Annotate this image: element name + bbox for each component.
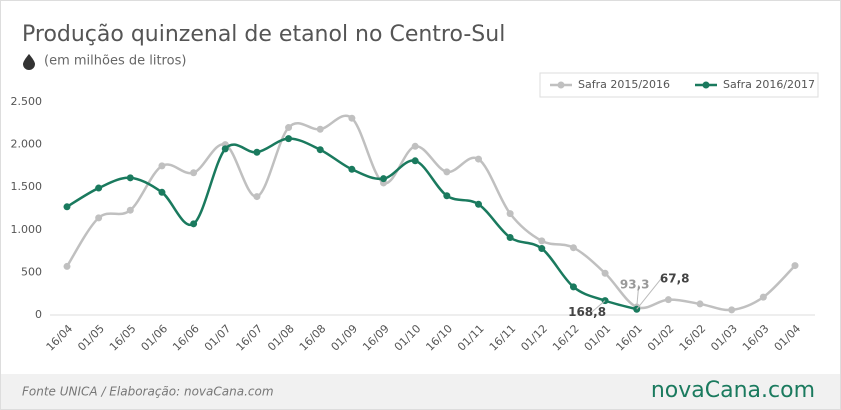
drop-icon bbox=[23, 54, 35, 70]
footer-band bbox=[1, 374, 840, 409]
data-point bbox=[791, 262, 799, 270]
label-leader bbox=[590, 300, 606, 313]
data-point bbox=[63, 262, 71, 270]
data-point bbox=[569, 244, 577, 252]
data-point bbox=[411, 157, 419, 165]
data-point bbox=[190, 220, 198, 228]
label-leader bbox=[636, 278, 662, 310]
data-point bbox=[285, 135, 293, 143]
data-point bbox=[253, 193, 261, 201]
logo: novaCana.com bbox=[651, 378, 815, 403]
data-point bbox=[506, 233, 514, 241]
data-point bbox=[348, 114, 356, 122]
data-point bbox=[348, 165, 356, 173]
data-point bbox=[538, 237, 546, 245]
y-tick-label: 2.000 bbox=[11, 138, 43, 151]
source: Fonte UNICA / Elaboração: novaCana.com bbox=[22, 385, 274, 399]
legend-label: Safra 2016/2017 bbox=[723, 78, 815, 91]
data-point bbox=[95, 184, 103, 192]
data-point bbox=[474, 155, 482, 163]
data-point bbox=[63, 203, 71, 211]
data-label: 67,8 bbox=[660, 272, 690, 286]
data-point bbox=[95, 214, 103, 222]
y-tick-label: 1.500 bbox=[11, 180, 43, 193]
data-point bbox=[601, 269, 609, 277]
data-point bbox=[506, 210, 514, 218]
data-point bbox=[569, 283, 577, 291]
data-point bbox=[316, 146, 324, 154]
data-point bbox=[664, 296, 672, 304]
chart-title: Produção quinzenal de etanol no Centro-S… bbox=[22, 22, 505, 47]
y-tick-label: 1.000 bbox=[11, 223, 43, 236]
data-point bbox=[221, 145, 229, 153]
data-point bbox=[728, 306, 736, 314]
chart-subtitle: (em milhões de litros) bbox=[44, 54, 186, 69]
data-point bbox=[443, 168, 451, 176]
data-point bbox=[474, 200, 482, 208]
y-tick-label: 0 bbox=[35, 308, 42, 321]
data-point bbox=[190, 169, 198, 177]
data-point bbox=[696, 300, 704, 308]
data-point bbox=[126, 206, 134, 214]
data-point bbox=[538, 245, 546, 253]
legend-marker bbox=[702, 81, 710, 89]
data-point bbox=[380, 175, 388, 183]
label-leader bbox=[636, 285, 640, 308]
legend-marker bbox=[557, 81, 565, 89]
y-tick-label: 500 bbox=[21, 265, 42, 278]
data-point bbox=[126, 174, 134, 182]
data-point bbox=[253, 148, 261, 156]
legend-label: Safra 2015/2016 bbox=[578, 78, 670, 91]
y-tick-label: 2.500 bbox=[11, 95, 43, 108]
data-point bbox=[158, 188, 166, 196]
data-point bbox=[759, 293, 767, 301]
data-point bbox=[443, 192, 451, 200]
data-label: 93,3 bbox=[620, 278, 650, 292]
legend-box bbox=[539, 72, 819, 98]
data-point bbox=[411, 142, 419, 150]
data-point bbox=[285, 124, 293, 132]
data-point bbox=[158, 162, 166, 170]
data-label: 168,8 bbox=[568, 305, 606, 319]
data-point bbox=[316, 125, 324, 133]
